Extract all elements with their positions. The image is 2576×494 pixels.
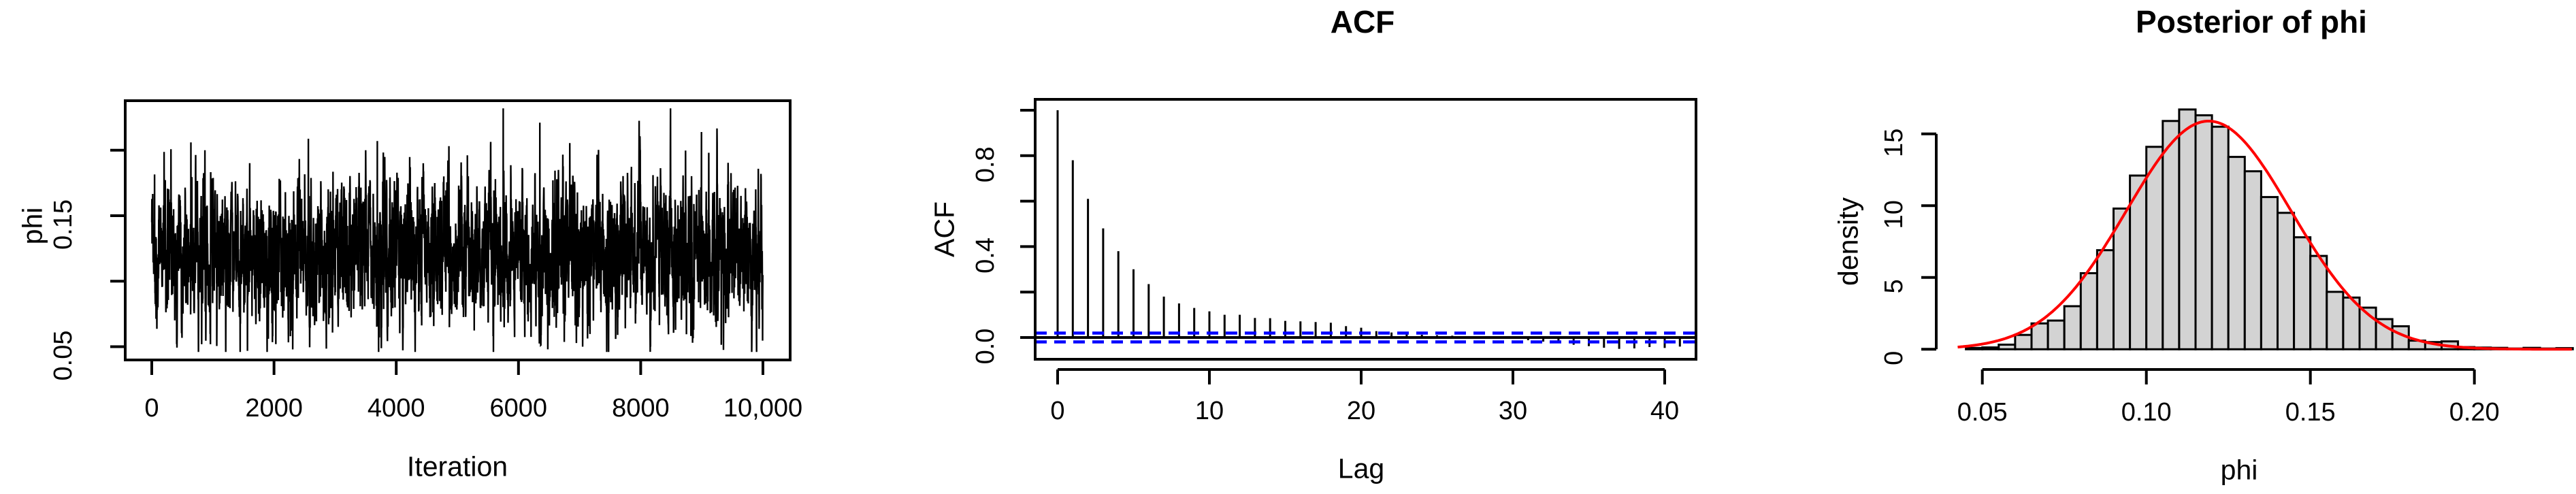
x-tick-label: 0 xyxy=(1050,397,1064,425)
hist-bar xyxy=(2129,174,2148,350)
hist-bar xyxy=(2145,146,2164,350)
plot-box xyxy=(1034,98,1697,361)
x-tick-label: 10 xyxy=(1195,397,1224,425)
posterior-panel: 0 5 10 15 0.05 0.10 0.15 0.20 xyxy=(1880,108,2574,427)
y-tick-label: 0.15 xyxy=(49,199,78,250)
x-tick-label: 8000 xyxy=(612,394,670,423)
hist-bar xyxy=(2194,114,2213,350)
trace-y-axis-label: phi xyxy=(16,207,48,245)
hist-bar xyxy=(2030,322,2049,350)
y-tick-label: 0.05 xyxy=(49,331,78,381)
x-tick-label: 0.05 xyxy=(1957,398,2008,427)
hist-bar xyxy=(2260,196,2279,350)
hist-bar xyxy=(2375,318,2394,350)
x-tick-label: 0.20 xyxy=(2449,398,2500,427)
hist-bar xyxy=(2277,212,2296,350)
acf-title: ACF xyxy=(1330,4,1395,39)
y-tick-label: 0.0 xyxy=(971,329,1000,365)
hist-bar xyxy=(2243,170,2262,350)
hist-bar xyxy=(2079,272,2098,350)
x-tick-label: 40 xyxy=(1650,397,1679,425)
hist-bar xyxy=(1965,346,1984,350)
posterior-title: Posterior of phi xyxy=(2136,4,2367,39)
hist-bar xyxy=(2227,156,2246,350)
plot-box xyxy=(124,99,792,361)
hist-bar xyxy=(2293,236,2312,350)
hist-bar xyxy=(2342,296,2361,350)
hist-bar xyxy=(2113,208,2132,350)
y-tick-label: 0.4 xyxy=(971,237,1000,274)
x-tick-label: 0.15 xyxy=(2285,398,2336,427)
posterior-y-axis-label: density xyxy=(1832,197,1864,286)
x-tick-label: 0.10 xyxy=(2121,398,2172,427)
hist-bar xyxy=(2211,125,2230,350)
trace-line xyxy=(150,108,764,352)
y-tick-label: 5 xyxy=(1880,279,1908,293)
hist-bar xyxy=(1998,344,2017,350)
hist-bar xyxy=(2309,254,2328,350)
acf-panel: 0.0 0.4 0.8 0 10 20 30 40 xyxy=(971,98,1697,425)
density-curve xyxy=(1957,120,2572,351)
x-tick-label: 6000 xyxy=(490,394,548,423)
y-tick-label: 15 xyxy=(1880,129,1908,157)
trace-panel: 0.05 0.15 0 2000 4000 6000 8000 10,000 xyxy=(49,99,802,423)
hist-bar xyxy=(2014,333,2033,350)
y-tick-label: 0 xyxy=(1880,351,1908,365)
hist-bar xyxy=(2162,120,2181,350)
x-tick-label: 2000 xyxy=(245,394,303,423)
x-tick-label: 0 xyxy=(144,394,159,423)
y-tick-label: 10 xyxy=(1880,200,1908,229)
x-tick-label: 20 xyxy=(1347,397,1375,425)
x-tick-label: 30 xyxy=(1499,397,1527,425)
hist-bar xyxy=(2096,249,2115,350)
acf-x-axis-label: Lag xyxy=(1337,452,1385,484)
hist-bar xyxy=(2326,291,2345,350)
x-tick-label: 4000 xyxy=(368,394,425,423)
hist-bar xyxy=(2178,108,2197,350)
x-tick-label: 10,000 xyxy=(723,394,802,423)
acf-y-axis-label: ACF xyxy=(928,201,960,257)
hist-bar xyxy=(2047,319,2066,350)
posterior-x-axis-label: phi xyxy=(2220,454,2258,486)
hist-bar xyxy=(2063,305,2082,350)
hist-bar xyxy=(1981,346,2000,350)
trace-x-axis-label: Iteration xyxy=(406,450,508,482)
y-tick-label: 0.8 xyxy=(971,146,1000,182)
